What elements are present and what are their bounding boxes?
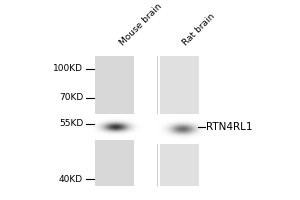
Bar: [160, 56, 199, 186]
Text: 55KD: 55KD: [59, 119, 83, 128]
Text: RTN4RL1: RTN4RL1: [206, 122, 253, 132]
Text: Mouse brain: Mouse brain: [118, 2, 164, 48]
Text: 70KD: 70KD: [59, 93, 83, 102]
Bar: [95, 56, 134, 186]
Text: Rat brain: Rat brain: [181, 12, 216, 48]
Text: 100KD: 100KD: [53, 64, 83, 73]
Text: 40KD: 40KD: [59, 175, 83, 184]
